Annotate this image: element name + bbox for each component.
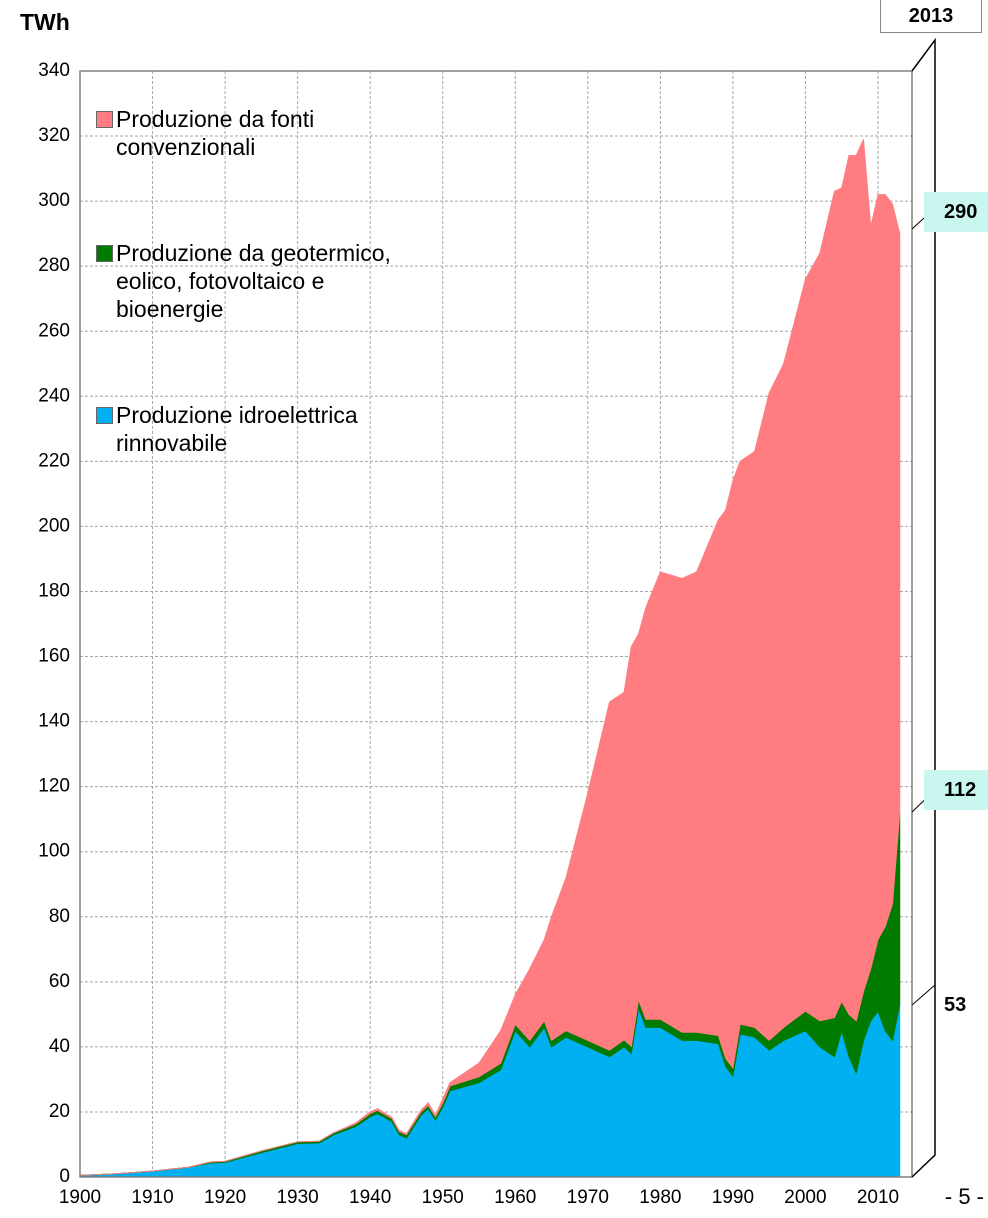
y-tick-label: 220	[38, 450, 70, 471]
y-tick-label: 80	[49, 906, 70, 927]
y-tick-label: 160	[38, 646, 70, 667]
legend-label: Produzione idroelettrica rinnovabile	[116, 402, 358, 456]
legend-item: Produzione da fonti convenzionali	[96, 105, 436, 161]
legend-item: Produzione da geotermico, eolico, fotovo…	[96, 239, 436, 323]
legend-label: Produzione da geotermico, eolico, fotovo…	[116, 240, 391, 322]
x-tick-label: 2010	[857, 1187, 899, 1208]
y-tick-label: 60	[49, 971, 70, 992]
y-tick-label: 20	[49, 1101, 70, 1122]
x-tick-label: 1920	[204, 1187, 246, 1208]
x-tick-label: 1900	[59, 1187, 101, 1208]
legend-label: Produzione da fonti convenzionali	[116, 106, 315, 160]
x-tick-label: 1960	[494, 1187, 536, 1208]
x-tick-label: 1990	[712, 1187, 754, 1208]
legend-swatch	[96, 245, 113, 262]
x-tick-label: 2000	[784, 1187, 826, 1208]
y-tick-label: 100	[38, 841, 70, 862]
y-tick-label: 280	[38, 255, 70, 276]
x-tick-label: 1930	[276, 1187, 318, 1208]
y-tick-label: 320	[38, 125, 70, 146]
legend-swatch	[96, 111, 113, 128]
value-box: 112	[924, 770, 988, 810]
y-tick-label: 40	[49, 1036, 70, 1057]
y-tick-label: 180	[38, 580, 70, 601]
x-tick-label: 1940	[349, 1187, 391, 1208]
y-tick-label: 200	[38, 515, 70, 536]
x-tick-label: 1910	[131, 1187, 173, 1208]
legend: Produzione da fonti convenzionali Produzi…	[96, 105, 436, 535]
y-tick-label: 0	[59, 1166, 70, 1187]
value-box: 290	[924, 192, 988, 232]
legend-item: Produzione idroelettrica rinnovabile	[96, 401, 436, 457]
x-tick-label: 1980	[639, 1187, 681, 1208]
x-tick-label: 1950	[422, 1187, 464, 1208]
y-tick-label: 340	[38, 60, 70, 81]
legend-swatch	[96, 407, 113, 424]
y-tick-label: 120	[38, 776, 70, 797]
y-tick-label: 260	[38, 320, 70, 341]
plot-frame	[79, 70, 913, 1178]
value-box: 53	[944, 994, 967, 1016]
area	[79, 139, 901, 1176]
pointer	[911, 984, 936, 1006]
page-number: - 5 -	[945, 1184, 984, 1209]
bracket	[911, 37, 936, 1178]
y-tick-label: 240	[38, 385, 70, 406]
y-tick-label: 140	[38, 711, 70, 732]
year-box: 2013	[880, 0, 982, 33]
x-tick-label: 1970	[567, 1187, 609, 1208]
y-axis-label: TWh	[20, 9, 70, 35]
y-tick-label: 300	[38, 190, 70, 211]
